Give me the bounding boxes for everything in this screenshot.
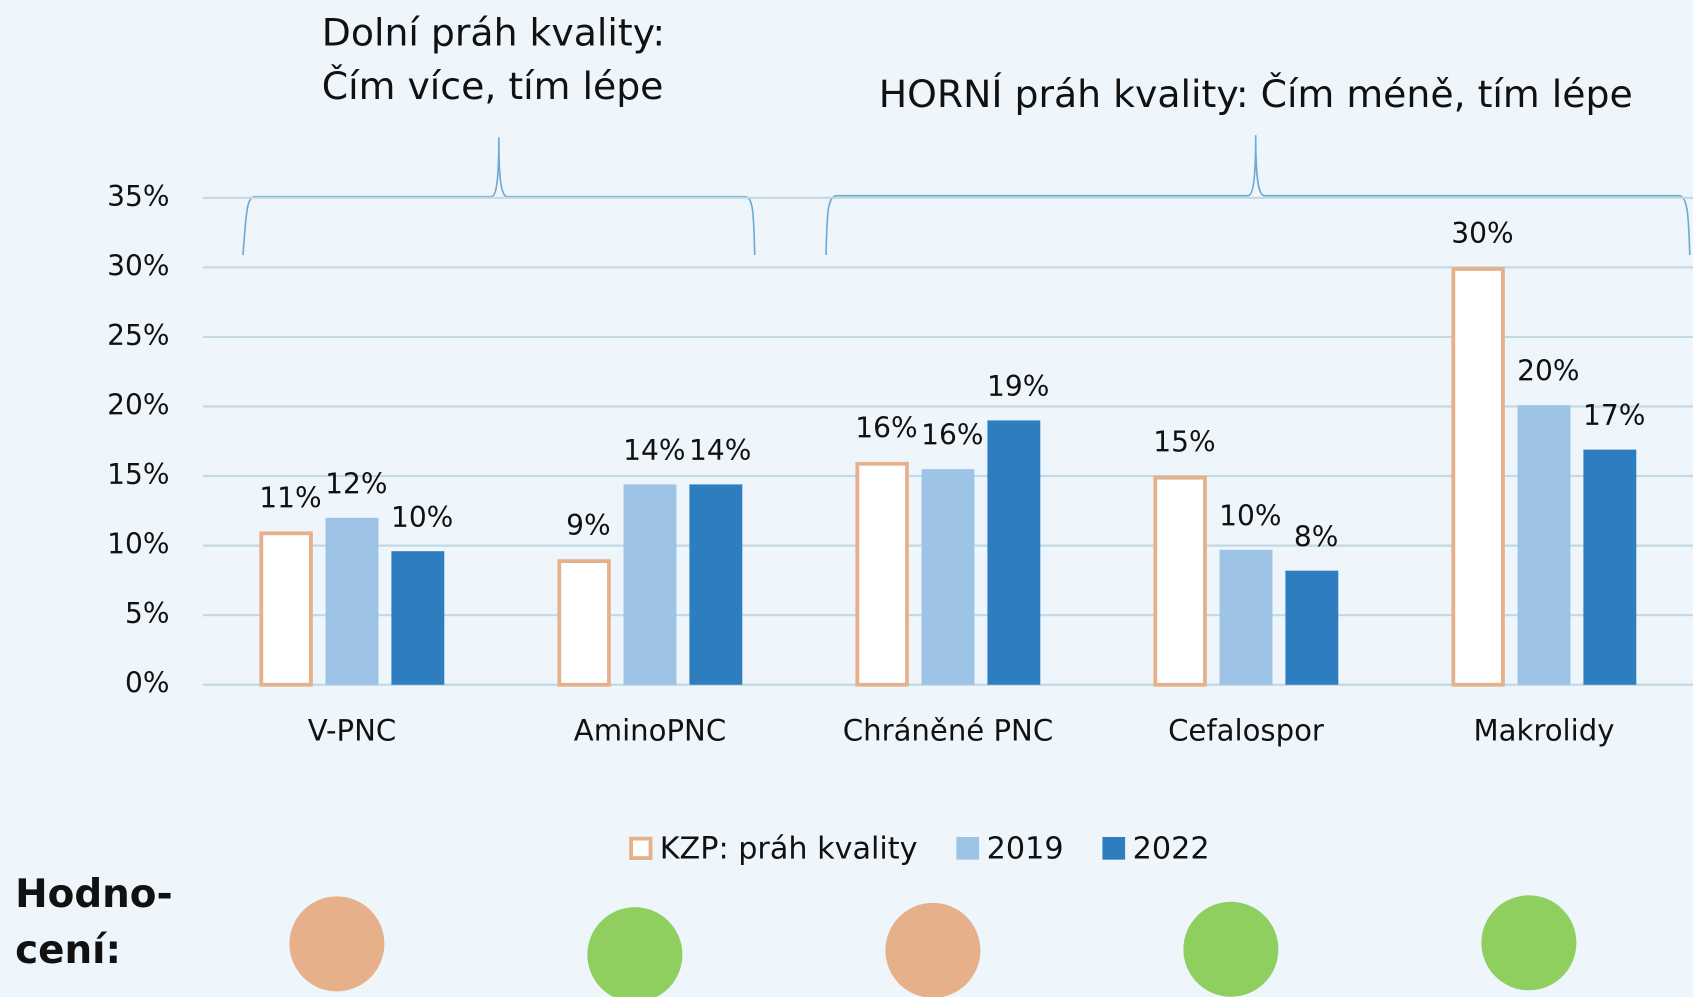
bar — [1153, 475, 1207, 687]
y-tick-label: 15% — [107, 458, 169, 491]
bar — [623, 484, 677, 685]
legend-swatch — [629, 836, 653, 860]
brace — [825, 135, 1691, 256]
y-tick-label: 30% — [107, 249, 169, 282]
data-label: 17% — [1583, 399, 1645, 432]
legend-swatch — [956, 836, 980, 860]
bar — [1451, 267, 1505, 687]
x-tick-label: Cefalospor — [1168, 713, 1324, 747]
legend-label: 2019 — [987, 831, 1064, 866]
rating-circle — [289, 896, 385, 992]
x-tick-label: V-PNC — [308, 713, 396, 747]
y-tick-label: 10% — [107, 528, 169, 561]
data-label: 19% — [987, 370, 1049, 403]
x-tick-label: Makrolidy — [1474, 713, 1615, 747]
bar — [921, 469, 975, 685]
y-tick-label: 5% — [125, 597, 170, 630]
data-label: 12% — [325, 467, 387, 500]
data-label: 15% — [1153, 426, 1215, 459]
x-tick-label: Chráněné PNC — [843, 713, 1053, 747]
data-label: 14% — [689, 434, 751, 467]
bar — [557, 559, 611, 687]
annotation: Čím více, tím lépe — [322, 64, 664, 108]
rating-circle — [885, 902, 981, 997]
data-label: 8% — [1294, 520, 1339, 553]
bar — [1219, 549, 1273, 685]
rating-label: Hodno- — [15, 872, 173, 917]
bar — [689, 484, 743, 685]
y-tick-label: 25% — [107, 319, 169, 352]
data-label: 16% — [855, 412, 917, 445]
annotation: HORNÍ práh kvality: Čím méně, tím lépe — [879, 72, 1633, 116]
bar — [987, 420, 1041, 685]
annotation: Dolní práh kvality: — [322, 10, 665, 54]
rating-label: cení: — [15, 928, 121, 973]
data-label: 10% — [1219, 499, 1281, 532]
bar — [1517, 405, 1571, 685]
legend-label: 2022 — [1133, 831, 1210, 866]
rating-circle — [1481, 895, 1577, 991]
data-label: 30% — [1451, 217, 1513, 250]
y-tick-label: 35% — [107, 180, 169, 213]
data-label: 10% — [391, 501, 453, 534]
y-tick-label: 20% — [107, 388, 169, 421]
rating-circle — [587, 907, 683, 997]
bar — [855, 461, 909, 687]
bar — [391, 551, 445, 685]
x-tick-label: AminoPNC — [574, 713, 726, 747]
data-label: 14% — [623, 434, 685, 467]
data-label: 16% — [921, 419, 983, 452]
bar — [1285, 570, 1339, 685]
legend-swatch — [1102, 836, 1126, 860]
bar — [259, 531, 313, 687]
bar — [1583, 449, 1637, 685]
rating-circle — [1183, 901, 1279, 997]
y-tick-label: 0% — [125, 667, 170, 700]
legend-label: KZP: práh kvality — [660, 831, 918, 866]
bar — [325, 517, 379, 685]
data-label: 20% — [1517, 355, 1579, 388]
brace — [242, 137, 756, 256]
data-label: 9% — [566, 509, 611, 542]
data-label: 11% — [259, 481, 321, 514]
